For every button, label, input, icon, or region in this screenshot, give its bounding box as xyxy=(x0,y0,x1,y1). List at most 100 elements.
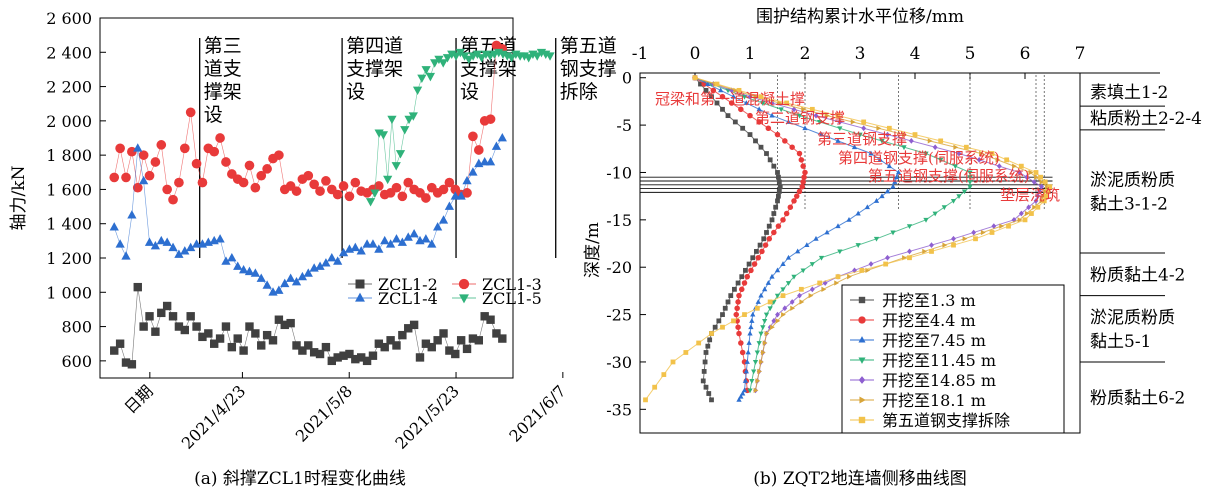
chart-a-data-point xyxy=(362,356,372,366)
chart-b-series-line xyxy=(694,77,781,400)
chart-b-data-point xyxy=(885,131,890,138)
chart-a-data-point xyxy=(238,264,249,274)
chart-a-data-point xyxy=(133,143,143,152)
chart-a-data-point xyxy=(309,348,319,357)
chart-a-data-point xyxy=(315,261,325,270)
chart-b-data-point xyxy=(1035,204,1041,210)
chart-b-data-point xyxy=(705,343,711,349)
chart-a-data-point xyxy=(168,194,178,205)
chart-b-data-point xyxy=(1039,183,1044,190)
chart-b-soil-label: 粉质黏土4-2 xyxy=(1090,265,1185,285)
chart-b-data-point xyxy=(771,318,777,324)
chart-a-data-point xyxy=(127,210,137,219)
chart-a-data-point xyxy=(408,112,418,121)
chart-b-data-point xyxy=(762,340,768,346)
chart-b-data-point xyxy=(796,113,803,119)
chart-a-data-point xyxy=(180,246,190,255)
chart-b-data-point xyxy=(791,106,797,113)
chart-b-data-point xyxy=(747,388,753,394)
chart-b-data-point xyxy=(1042,179,1048,185)
chart-b-data-point xyxy=(762,242,769,248)
chart-a-data-point xyxy=(244,160,255,171)
chart-a-y-tick-label: 1 000 xyxy=(46,283,92,302)
chart-a-data-point xyxy=(532,52,542,61)
chart-b-data-point xyxy=(703,384,709,390)
chart-b-data-point xyxy=(857,132,863,138)
chart-b-data-point xyxy=(777,184,783,190)
chart-a-data-point xyxy=(256,273,266,282)
chart-a-data-point xyxy=(427,239,437,248)
chart-b-data-point xyxy=(748,267,754,274)
chart-b-data-point xyxy=(736,330,742,337)
chart-b-data-point xyxy=(802,169,808,176)
chart-a-data-point xyxy=(321,176,331,186)
chart-b-legend-label: 开挖至4.4 m xyxy=(882,311,976,330)
chart-b-data-point xyxy=(861,119,867,125)
chart-b-data-point xyxy=(764,230,769,235)
chart-a-plot-frame xyxy=(99,17,514,379)
chart-a-y-axis: 600 800 1 000 1 200 1 400 1 600 1 800 2 000 2 20… xyxy=(46,9,106,371)
chart-b-data-point xyxy=(716,318,722,324)
chart-a-data-point xyxy=(250,268,260,277)
chart-b-data-point xyxy=(753,387,759,394)
chart-b-caption: (b) ZQT2地连墙侧移曲线图 xyxy=(753,469,966,489)
chart-b-data-point xyxy=(739,274,745,280)
chart-b-data-point xyxy=(776,189,782,194)
chart-a-data-point xyxy=(370,189,380,198)
chart-b-data-point xyxy=(749,378,755,384)
chart-a-data-point xyxy=(121,358,131,367)
chart-a-data-point xyxy=(121,172,131,183)
chart-b-data-point xyxy=(719,93,726,100)
chart-a-data-point xyxy=(321,342,331,352)
chart-b-data-point xyxy=(769,217,775,223)
chart-b-data-point xyxy=(999,223,1005,229)
chart-b-data-point xyxy=(763,312,770,318)
chart-a-data-point xyxy=(109,172,120,183)
chart-a-legend-marker xyxy=(459,294,469,304)
chart-a-data-point xyxy=(462,188,472,198)
chart-b-data-point xyxy=(847,274,852,280)
chart-b-data-point xyxy=(894,174,900,180)
chart-a-y-tick-label: 600 xyxy=(61,352,92,371)
chart-b-data-point xyxy=(758,94,764,100)
chart-b-data-point xyxy=(743,267,748,273)
chart-b-data-point xyxy=(923,151,929,157)
chart-b-strut-label: 冠梁和第一道混凝土撑 xyxy=(655,90,805,108)
chart-a-data-point xyxy=(451,52,461,61)
chart-b-data-point xyxy=(742,378,749,383)
chart-a-data-point xyxy=(274,150,284,160)
chart-a-data-point xyxy=(156,235,166,245)
chart-a-data-point xyxy=(250,182,261,193)
chart-a-data-point xyxy=(286,318,295,328)
chart-b-data-point xyxy=(876,125,882,131)
chart-b-y-tick-label: -20 xyxy=(606,258,632,277)
chart-b-data-point xyxy=(1045,189,1051,194)
chart-a-data-point xyxy=(433,222,443,231)
chart-a-data-point xyxy=(127,146,137,157)
chart-b-data-point xyxy=(932,144,938,151)
chart-b-data-point xyxy=(712,324,718,330)
chart-b-data-point xyxy=(791,274,797,280)
chart-b-data-point xyxy=(725,299,731,305)
chart-b-data-point xyxy=(780,261,786,266)
chart-a-data-point xyxy=(297,271,308,281)
chart-b-data-point xyxy=(804,242,810,248)
chart-a-data-point xyxy=(356,246,366,255)
chart-b-data-point xyxy=(775,311,780,318)
chart-a-data-point xyxy=(391,162,401,171)
chart-a-data-point xyxy=(274,315,284,324)
chart-b-y-label: 深度/m xyxy=(583,222,603,278)
chart-b-soil-label: 粘质粉土2-2-4 xyxy=(1090,109,1202,129)
chart-b-y-tick-label: 0 xyxy=(622,69,632,88)
chart-a-data-point xyxy=(391,182,402,193)
chart-b-data-point xyxy=(821,286,827,292)
chart-b-y-tick-label: -35 xyxy=(606,400,632,419)
chart-b-data-point xyxy=(733,311,740,318)
chart-a-data-point xyxy=(468,334,478,343)
chart-b-data-point xyxy=(751,261,758,267)
chart-b-data-point xyxy=(766,236,773,242)
chart-a-data-point xyxy=(274,285,284,294)
chart-a-data-point xyxy=(303,268,313,277)
chart-a-data-point xyxy=(491,141,502,150)
